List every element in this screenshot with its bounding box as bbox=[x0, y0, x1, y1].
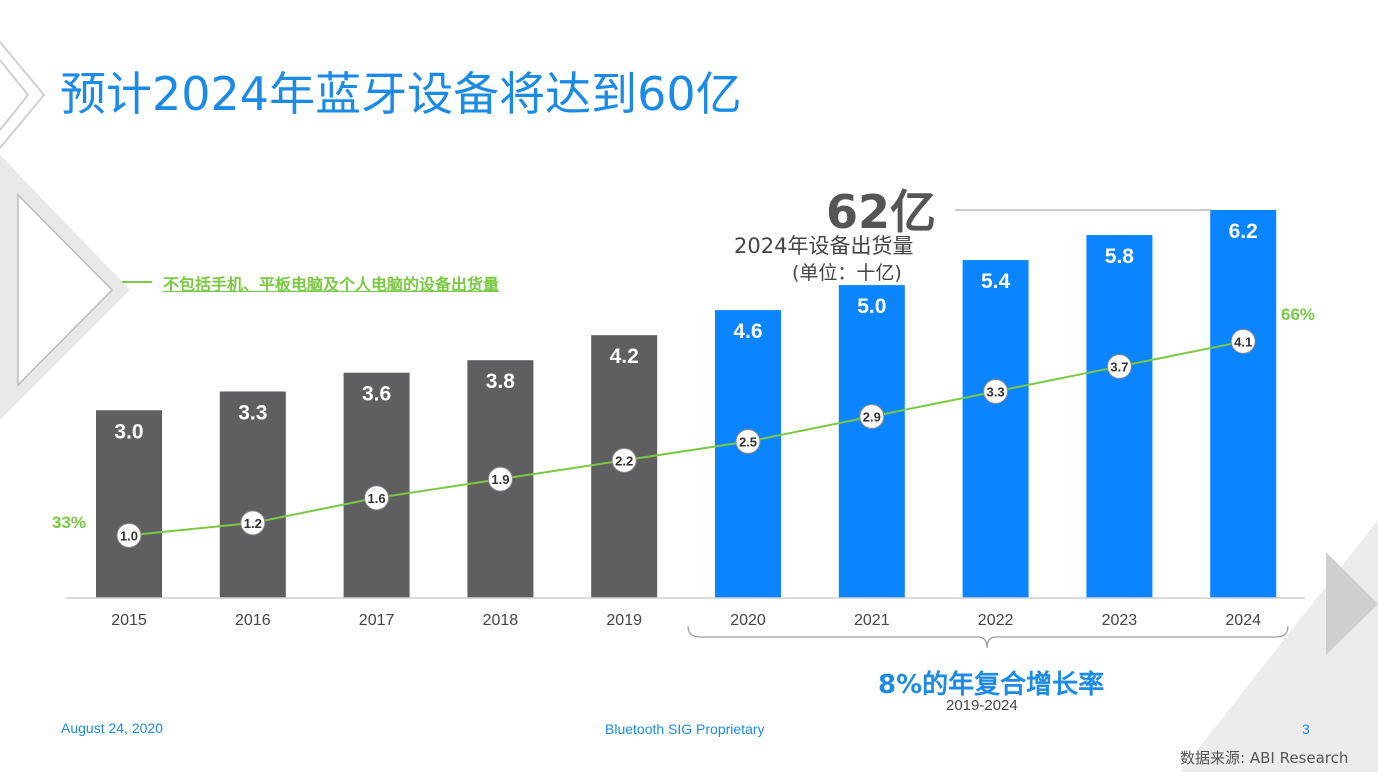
bar-value-label: 4.6 bbox=[733, 320, 762, 343]
line-point-label: 3.7 bbox=[1110, 359, 1128, 374]
legend-line-swatch bbox=[122, 281, 152, 283]
bar-2022 bbox=[962, 260, 1029, 598]
trend-line bbox=[128, 340, 1244, 537]
bar-value-label: 5.0 bbox=[857, 295, 886, 318]
x-tick-label: 2022 bbox=[978, 612, 1014, 629]
bar-value-label: 4.2 bbox=[610, 345, 639, 368]
unit-note: (单位：十亿) bbox=[792, 262, 902, 284]
x-tick-label: 2015 bbox=[111, 612, 147, 629]
legend-label: 不包括手机、平板电脑及个人电脑的设备出货量 bbox=[163, 275, 500, 294]
footer-center: Bluetooth SIG Proprietary bbox=[605, 721, 765, 737]
bar-2017 bbox=[343, 372, 410, 598]
line-point bbox=[1106, 353, 1132, 379]
highlight-value: 62亿 bbox=[826, 185, 937, 239]
page-number: 3 bbox=[1302, 721, 1310, 737]
bar-value-label: 5.8 bbox=[1105, 245, 1135, 268]
line-point bbox=[116, 522, 142, 548]
x-tick-label: 2024 bbox=[1225, 612, 1261, 629]
cagr-bracket bbox=[687, 625, 1289, 649]
line-point bbox=[983, 378, 1009, 404]
x-tick-label: 2018 bbox=[483, 612, 519, 629]
data-source: 数据来源: ABI Research bbox=[1180, 749, 1349, 767]
highlight-caption: 2024年设备出货量 bbox=[734, 234, 914, 258]
line-point bbox=[735, 429, 761, 455]
cagr-period: 2019-2024 bbox=[946, 697, 1018, 714]
line-point-label: 1.9 bbox=[491, 472, 509, 487]
line-point-label: 3.3 bbox=[987, 384, 1005, 399]
bar-2020 bbox=[715, 310, 781, 598]
line-point-label: 2.2 bbox=[615, 453, 633, 468]
line-point-label: 2.5 bbox=[739, 435, 757, 450]
x-tick-label: 2021 bbox=[854, 612, 890, 629]
line-point-label: 1.2 bbox=[244, 516, 262, 531]
footer-date: August 24, 2020 bbox=[61, 720, 163, 736]
bar-value-label: 3.3 bbox=[238, 401, 267, 424]
x-tick-label: 2017 bbox=[359, 612, 395, 629]
chevron-deco-inner bbox=[0, 59, 30, 131]
line-start-label: 33% bbox=[52, 513, 86, 532]
line-point-label: 1.0 bbox=[120, 528, 138, 543]
bar-2024 bbox=[1210, 210, 1277, 598]
line-end-label: 66% bbox=[1281, 305, 1315, 324]
chevron-deco-outer bbox=[0, 41, 46, 149]
x-tick-label: 2023 bbox=[1102, 612, 1138, 629]
line-point-label: 1.6 bbox=[368, 491, 386, 506]
line-point bbox=[364, 485, 390, 511]
line-point bbox=[859, 404, 885, 430]
line-point-label: 2.9 bbox=[863, 410, 881, 425]
bar-2023 bbox=[1086, 235, 1153, 598]
line-point bbox=[487, 466, 513, 492]
line-point bbox=[240, 510, 266, 536]
bar-2021 bbox=[838, 285, 905, 598]
triangle-outline-deco-left bbox=[17, 193, 114, 387]
line-point bbox=[611, 447, 637, 473]
bar-value-label: 5.4 bbox=[981, 270, 1011, 293]
line-point bbox=[1230, 328, 1256, 354]
cagr-label: 8%的年复合增长率 bbox=[878, 670, 1105, 700]
x-tick-label: 2020 bbox=[730, 612, 766, 629]
triangle-deco-right bbox=[1326, 552, 1378, 655]
x-tick-label: 2016 bbox=[235, 612, 271, 629]
bar-2015 bbox=[96, 410, 162, 598]
bar-value-label: 3.0 bbox=[114, 420, 143, 443]
x-tick-label: 2019 bbox=[606, 612, 642, 629]
bar-value-label: 3.8 bbox=[486, 370, 516, 393]
bar-value-label: 3.6 bbox=[362, 383, 391, 406]
page-title: 预计2024年蓝牙设备将达到60亿 bbox=[60, 67, 742, 121]
bar-value-label: 6.2 bbox=[1229, 220, 1258, 243]
bar-2016 bbox=[219, 391, 286, 598]
line-point-label: 4.1 bbox=[1234, 334, 1252, 349]
